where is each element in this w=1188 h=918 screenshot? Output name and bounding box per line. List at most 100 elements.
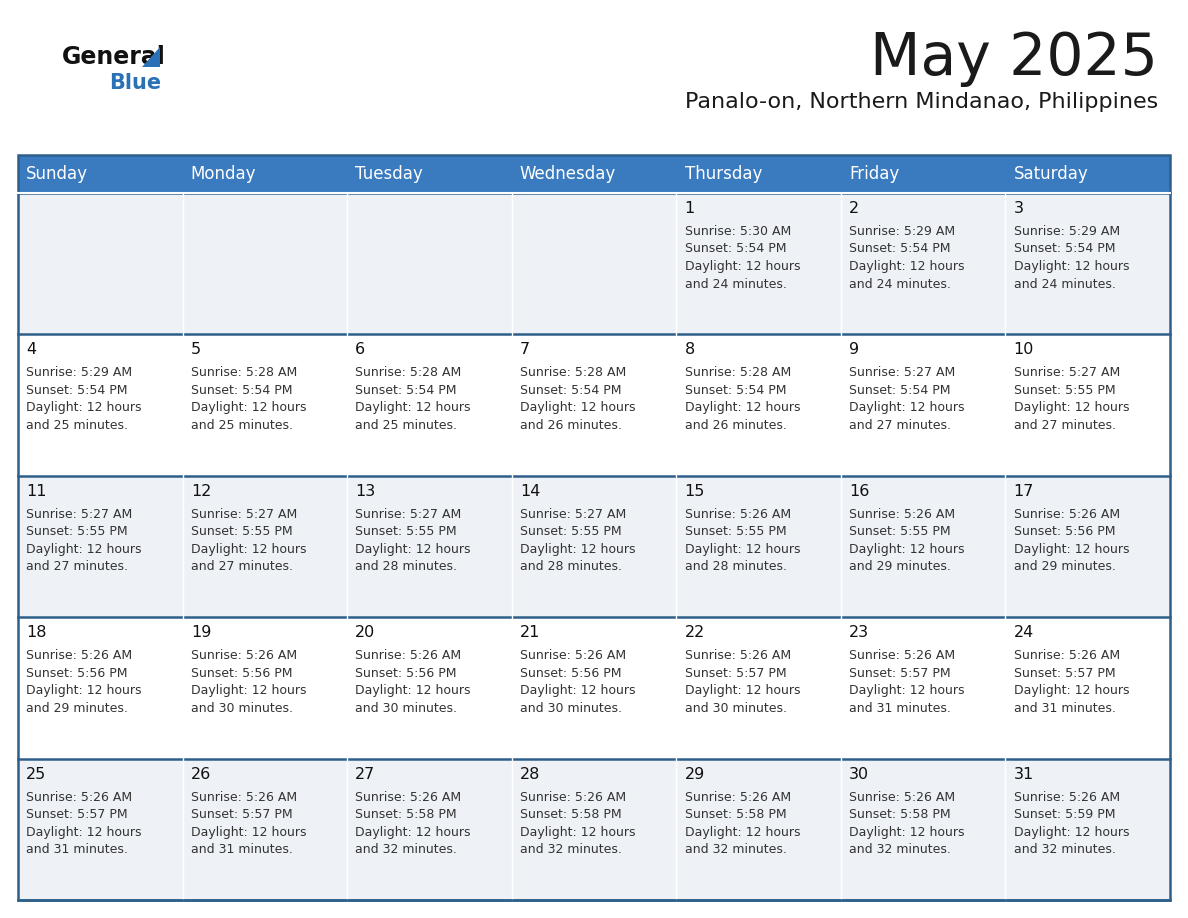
Text: Daylight: 12 hours: Daylight: 12 hours <box>684 543 800 555</box>
Text: Friday: Friday <box>849 165 899 183</box>
Text: 20: 20 <box>355 625 375 640</box>
Text: Daylight: 12 hours: Daylight: 12 hours <box>849 825 965 839</box>
Bar <box>841 193 1005 334</box>
Bar <box>18 193 183 334</box>
Text: 16: 16 <box>849 484 870 498</box>
Text: Daylight: 12 hours: Daylight: 12 hours <box>1013 401 1129 414</box>
Bar <box>347 758 512 900</box>
Text: Daylight: 12 hours: Daylight: 12 hours <box>520 684 636 697</box>
Text: Sunrise: 5:26 AM: Sunrise: 5:26 AM <box>26 790 132 803</box>
Text: Daylight: 12 hours: Daylight: 12 hours <box>1013 260 1129 273</box>
Text: and 30 minutes.: and 30 minutes. <box>191 701 292 715</box>
Text: Daylight: 12 hours: Daylight: 12 hours <box>520 543 636 555</box>
Bar <box>512 758 676 900</box>
Text: Sunrise: 5:27 AM: Sunrise: 5:27 AM <box>355 508 462 521</box>
Text: 19: 19 <box>191 625 211 640</box>
Text: and 32 minutes.: and 32 minutes. <box>849 843 950 856</box>
Text: Sunrise: 5:28 AM: Sunrise: 5:28 AM <box>355 366 462 379</box>
Text: and 29 minutes.: and 29 minutes. <box>1013 560 1116 574</box>
Text: and 27 minutes.: and 27 minutes. <box>1013 419 1116 431</box>
Bar <box>183 155 347 193</box>
Text: and 29 minutes.: and 29 minutes. <box>849 560 950 574</box>
Bar <box>512 193 676 334</box>
Bar <box>347 155 512 193</box>
Text: Sunset: 5:55 PM: Sunset: 5:55 PM <box>26 525 128 538</box>
Bar <box>1005 476 1170 617</box>
Text: Sunrise: 5:27 AM: Sunrise: 5:27 AM <box>520 508 626 521</box>
Text: and 29 minutes.: and 29 minutes. <box>26 701 128 715</box>
Text: Sunset: 5:59 PM: Sunset: 5:59 PM <box>1013 808 1116 821</box>
Text: 18: 18 <box>26 625 46 640</box>
Text: and 27 minutes.: and 27 minutes. <box>26 560 128 574</box>
Text: 15: 15 <box>684 484 704 498</box>
Text: Sunrise: 5:26 AM: Sunrise: 5:26 AM <box>684 508 791 521</box>
Text: Daylight: 12 hours: Daylight: 12 hours <box>191 684 307 697</box>
Text: Sunrise: 5:26 AM: Sunrise: 5:26 AM <box>684 790 791 803</box>
Bar <box>676 155 841 193</box>
Text: Sunset: 5:54 PM: Sunset: 5:54 PM <box>355 384 457 397</box>
Text: Sunset: 5:54 PM: Sunset: 5:54 PM <box>849 242 950 255</box>
Bar <box>1005 334 1170 476</box>
Text: Sunrise: 5:26 AM: Sunrise: 5:26 AM <box>355 649 461 662</box>
Bar <box>183 617 347 758</box>
Text: Sunset: 5:55 PM: Sunset: 5:55 PM <box>191 525 292 538</box>
Text: Daylight: 12 hours: Daylight: 12 hours <box>26 825 141 839</box>
Text: and 26 minutes.: and 26 minutes. <box>684 419 786 431</box>
Text: and 32 minutes.: and 32 minutes. <box>1013 843 1116 856</box>
Text: 13: 13 <box>355 484 375 498</box>
Text: and 31 minutes.: and 31 minutes. <box>26 843 128 856</box>
Text: 9: 9 <box>849 342 859 357</box>
Text: 26: 26 <box>191 767 211 781</box>
Text: and 24 minutes.: and 24 minutes. <box>1013 277 1116 290</box>
Bar <box>512 476 676 617</box>
Text: Sunset: 5:55 PM: Sunset: 5:55 PM <box>684 525 786 538</box>
Text: and 25 minutes.: and 25 minutes. <box>191 419 292 431</box>
Text: Daylight: 12 hours: Daylight: 12 hours <box>26 684 141 697</box>
Text: Daylight: 12 hours: Daylight: 12 hours <box>26 543 141 555</box>
Text: 22: 22 <box>684 625 704 640</box>
Text: 12: 12 <box>191 484 211 498</box>
Text: Sunset: 5:54 PM: Sunset: 5:54 PM <box>684 384 786 397</box>
Text: Thursday: Thursday <box>684 165 762 183</box>
Text: Daylight: 12 hours: Daylight: 12 hours <box>520 825 636 839</box>
Text: and 28 minutes.: and 28 minutes. <box>355 560 457 574</box>
Text: 31: 31 <box>1013 767 1034 781</box>
Bar <box>18 155 183 193</box>
Text: May 2025: May 2025 <box>870 30 1158 87</box>
Polygon shape <box>143 47 160 67</box>
Bar <box>183 193 347 334</box>
Text: Sunset: 5:58 PM: Sunset: 5:58 PM <box>849 808 950 821</box>
Text: Sunrise: 5:26 AM: Sunrise: 5:26 AM <box>849 790 955 803</box>
Text: Sunset: 5:57 PM: Sunset: 5:57 PM <box>191 808 292 821</box>
Bar <box>841 334 1005 476</box>
Text: Sunrise: 5:26 AM: Sunrise: 5:26 AM <box>1013 790 1120 803</box>
Text: and 32 minutes.: and 32 minutes. <box>684 843 786 856</box>
Text: Sunset: 5:58 PM: Sunset: 5:58 PM <box>520 808 621 821</box>
Text: 7: 7 <box>520 342 530 357</box>
Text: 8: 8 <box>684 342 695 357</box>
Text: Daylight: 12 hours: Daylight: 12 hours <box>849 260 965 273</box>
Text: Sunrise: 5:26 AM: Sunrise: 5:26 AM <box>1013 508 1120 521</box>
Bar <box>183 758 347 900</box>
Text: Wednesday: Wednesday <box>520 165 617 183</box>
Text: Daylight: 12 hours: Daylight: 12 hours <box>355 543 470 555</box>
Text: Daylight: 12 hours: Daylight: 12 hours <box>191 543 307 555</box>
Text: and 26 minutes.: and 26 minutes. <box>520 419 621 431</box>
Bar <box>1005 193 1170 334</box>
Bar <box>512 334 676 476</box>
Text: Daylight: 12 hours: Daylight: 12 hours <box>849 401 965 414</box>
Bar <box>841 758 1005 900</box>
Text: Daylight: 12 hours: Daylight: 12 hours <box>355 684 470 697</box>
Text: and 25 minutes.: and 25 minutes. <box>355 419 457 431</box>
Text: and 31 minutes.: and 31 minutes. <box>191 843 292 856</box>
Text: General: General <box>62 45 166 69</box>
Bar <box>347 193 512 334</box>
Text: and 25 minutes.: and 25 minutes. <box>26 419 128 431</box>
Text: 6: 6 <box>355 342 366 357</box>
Text: Sunrise: 5:26 AM: Sunrise: 5:26 AM <box>26 649 132 662</box>
Text: Sunrise: 5:27 AM: Sunrise: 5:27 AM <box>1013 366 1120 379</box>
Text: Sunset: 5:56 PM: Sunset: 5:56 PM <box>1013 525 1116 538</box>
Text: Sunset: 5:57 PM: Sunset: 5:57 PM <box>684 666 786 679</box>
Text: Sunrise: 5:29 AM: Sunrise: 5:29 AM <box>1013 225 1120 238</box>
Text: Sunset: 5:56 PM: Sunset: 5:56 PM <box>355 666 457 679</box>
